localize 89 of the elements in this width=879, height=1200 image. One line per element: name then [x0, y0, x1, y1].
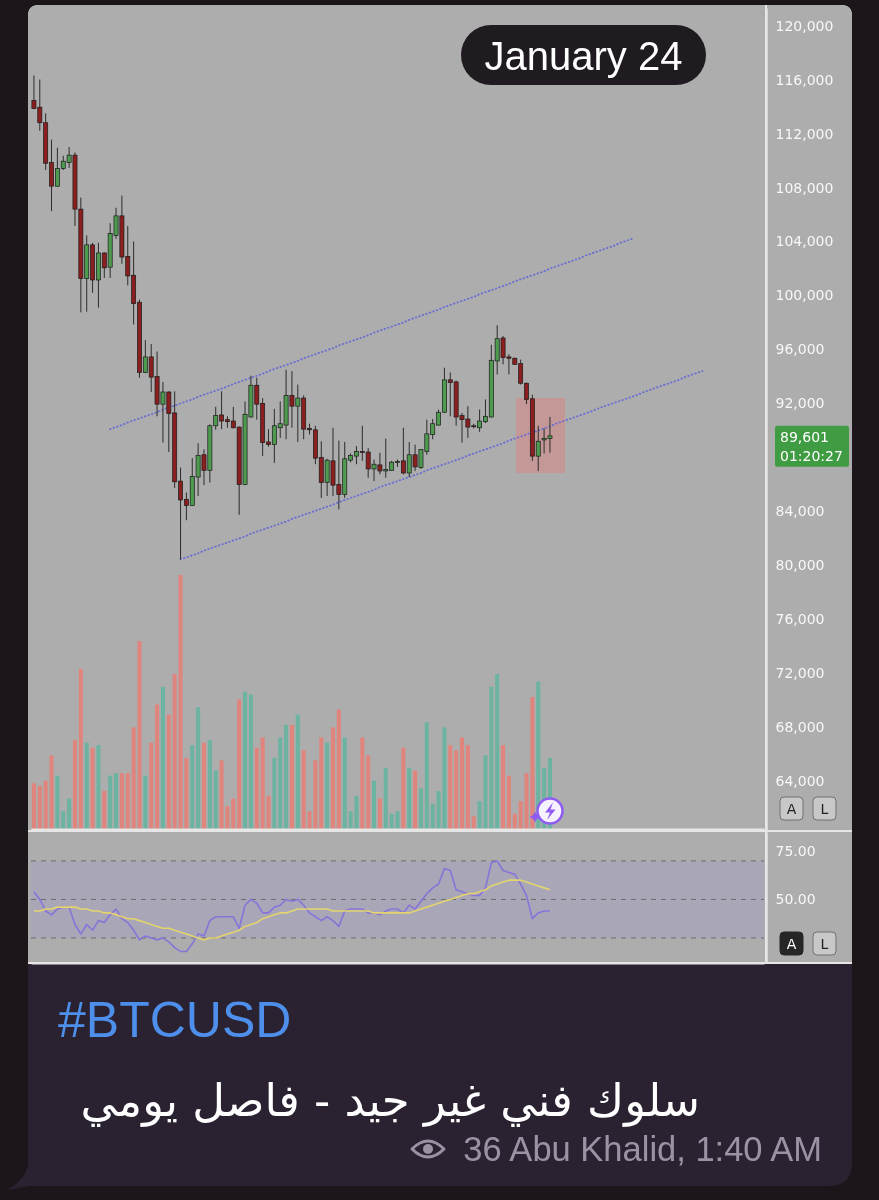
y-tick-label: 120,000	[775, 17, 834, 34]
y-tick-label: 84,000	[775, 503, 825, 520]
bar	[55, 775, 60, 829]
bar	[383, 768, 388, 829]
y-tick-label: 76,000	[775, 611, 825, 628]
y-tick-label: 72,000	[775, 665, 825, 682]
bar	[448, 745, 453, 829]
bar	[401, 747, 406, 829]
l-button: L	[812, 931, 837, 956]
line-series	[109, 237, 634, 431]
bar	[295, 714, 300, 829]
a-button: A	[779, 796, 804, 821]
text: #BTCUSD	[58, 992, 292, 1048]
bar	[160, 686, 165, 829]
bar	[278, 737, 283, 829]
bar	[166, 714, 171, 829]
bar	[242, 691, 248, 829]
y-tick-label: 100,000	[775, 287, 834, 304]
bar	[108, 775, 113, 829]
bar	[506, 775, 511, 829]
bar	[201, 742, 207, 829]
bar	[254, 747, 259, 829]
bar	[501, 745, 506, 829]
y-tick-label: 92,000	[775, 395, 825, 412]
bar	[90, 747, 95, 829]
bar	[231, 798, 236, 829]
y-tick-label: 50.00	[775, 891, 816, 908]
bar	[284, 724, 289, 829]
bar	[61, 811, 66, 829]
y-tick-label: 68,000	[775, 719, 825, 736]
bar	[454, 750, 459, 829]
bar	[512, 813, 517, 829]
bar	[67, 798, 72, 829]
bar	[196, 707, 201, 829]
bar	[413, 770, 418, 829]
bar	[377, 798, 382, 829]
y-tick-label: 64,000	[775, 773, 825, 790]
bar	[424, 722, 429, 829]
annotation: January 24	[484, 34, 683, 78]
bar	[143, 775, 148, 829]
bar	[342, 737, 347, 829]
y-tick-label: 96,000	[775, 341, 825, 358]
bar	[190, 745, 195, 829]
bar	[465, 745, 470, 829]
a-button: A	[779, 931, 804, 956]
bar	[459, 737, 465, 829]
bar	[319, 737, 324, 829]
bar	[213, 770, 218, 829]
bar	[119, 773, 124, 829]
bar	[495, 674, 500, 829]
y-tick-label: 116,000	[775, 71, 834, 88]
y-tick-label: 108,000	[775, 179, 834, 196]
bar	[325, 742, 330, 829]
text: 89,601	[780, 428, 829, 445]
text: سلوك فني غير جيد - فاصل يومي	[80, 1073, 700, 1127]
bar	[96, 745, 101, 829]
bar	[113, 773, 119, 829]
bar	[330, 727, 336, 829]
l-button: L	[812, 796, 837, 821]
bar	[31, 783, 36, 829]
y-tick-label: 104,000	[775, 233, 834, 250]
bar	[125, 773, 130, 829]
bar	[78, 668, 83, 829]
text: 01:20:27	[780, 447, 843, 464]
line-series	[179, 370, 704, 561]
bar	[471, 816, 476, 829]
line-series	[33, 860, 551, 953]
bar	[207, 740, 212, 829]
bar	[371, 780, 377, 829]
bar	[248, 694, 253, 829]
bar	[407, 768, 412, 829]
line-series	[33, 879, 551, 941]
bar	[289, 724, 294, 829]
bar	[360, 737, 365, 829]
bar	[336, 709, 341, 829]
bar	[84, 742, 89, 829]
bar	[102, 790, 107, 829]
text: 36 Abu Khalid, 1:40 AM	[463, 1130, 822, 1168]
y-tick-label: 80,000	[775, 557, 825, 574]
y-tick-label: 112,000	[775, 125, 834, 142]
bar	[37, 785, 42, 829]
bar	[237, 699, 242, 829]
y-tick-label: 75.00	[775, 843, 816, 860]
bar	[149, 742, 154, 829]
bar	[72, 740, 78, 829]
bar	[418, 788, 424, 829]
bar	[272, 757, 277, 829]
bar	[155, 704, 160, 829]
bar	[366, 755, 371, 829]
